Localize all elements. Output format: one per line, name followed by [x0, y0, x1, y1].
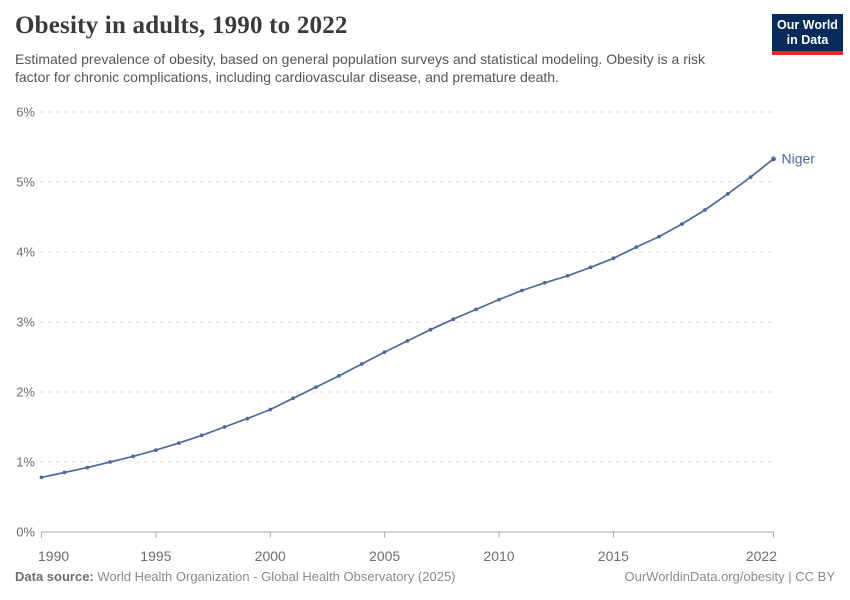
data-source-value: World Health Organization - Global Healt… — [93, 569, 456, 584]
y-tick-label-2: 2% — [16, 385, 35, 400]
data-point-2022 — [771, 156, 776, 162]
x-tick-label-2010: 2010 — [483, 548, 514, 564]
series-end-label: Niger — [782, 150, 816, 166]
data-point-2000 — [268, 407, 273, 412]
y-tick-label-3: 3% — [16, 315, 35, 330]
data-source-label: Data source: — [15, 569, 94, 584]
data-point-1992 — [85, 465, 90, 470]
credit-link[interactable]: OurWorldinData.org/obesity | CC BY — [624, 569, 836, 584]
data-point-2017 — [657, 234, 661, 239]
data-point-1994 — [131, 454, 135, 459]
y-tick-label-6: 6% — [16, 105, 35, 120]
data-point-2007 — [428, 327, 433, 332]
data-point-1997 — [199, 433, 204, 438]
x-tick-label-1990: 1990 — [38, 548, 69, 564]
data-point-2014 — [588, 265, 593, 270]
data-point-2004 — [359, 362, 364, 366]
data-point-1990 — [39, 475, 44, 480]
owid-logo-line2: in Data — [786, 32, 829, 47]
x-tick-label-2022: 2022 — [746, 548, 777, 564]
data-point-2010 — [497, 297, 501, 302]
data-point-2013 — [565, 273, 570, 278]
data-point-2012 — [542, 280, 547, 285]
data-point-2001 — [291, 396, 295, 401]
x-tick-label-1995: 1995 — [140, 548, 171, 564]
series-line-niger — [41, 158, 775, 479]
data-point-2015 — [611, 256, 616, 261]
data-point-2019 — [703, 208, 707, 212]
y-tick-label-4: 4% — [16, 245, 35, 260]
chart-footer: Data source: World Health Organization -… — [15, 569, 835, 584]
owid-logo-line1: Our World — [777, 18, 838, 32]
data-point-1996 — [176, 441, 181, 445]
data-point-1998 — [222, 425, 227, 429]
x-tick-label-2005: 2005 — [369, 548, 400, 564]
x-tick-label-2015: 2015 — [598, 548, 629, 564]
chart-title: Obesity in adults, 1990 to 2022 — [15, 12, 348, 39]
data-point-2008 — [451, 317, 456, 322]
data-point-2005 — [382, 350, 387, 354]
data-point-1995 — [154, 448, 158, 452]
data-point-1999 — [245, 416, 250, 421]
data-source: Data source: World Health Organization -… — [15, 569, 456, 584]
chart-subtitle: Estimated prevalence of obesity, based o… — [15, 51, 705, 85]
data-point-2002 — [314, 385, 318, 389]
data-point-2006 — [405, 339, 410, 343]
data-point-2018 — [680, 222, 684, 226]
data-point-2020 — [725, 192, 730, 196]
data-point-2021 — [748, 175, 753, 180]
data-point-2016 — [634, 245, 639, 250]
data-point-1993 — [108, 460, 112, 464]
data-point-2009 — [474, 307, 478, 312]
x-tick-label-2000: 2000 — [255, 548, 286, 564]
y-tick-label-1: 1% — [16, 455, 35, 470]
y-tick-label-5: 5% — [16, 175, 35, 190]
owid-logo[interactable]: Our World in Data — [772, 14, 843, 55]
data-point-1991 — [62, 470, 67, 475]
data-point-2011 — [520, 288, 524, 293]
y-tick-label-0: 0% — [16, 525, 35, 540]
data-point-2003 — [337, 374, 341, 378]
